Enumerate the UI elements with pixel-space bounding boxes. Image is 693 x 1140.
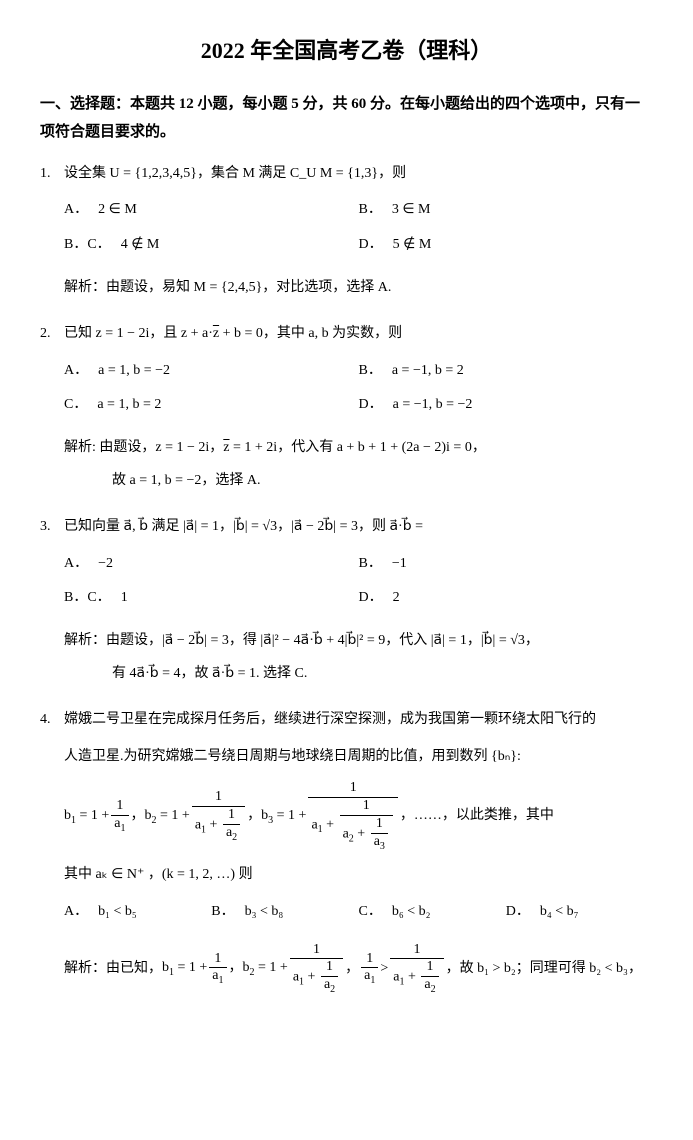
q1-option-d: D．5 ∉ M	[359, 232, 654, 259]
question-4: 4. 嫦娥二号卫星在完成探月任务后，继续进行深空探测，成为我国第一颗环绕太阳飞行…	[40, 707, 653, 996]
q1-option-c: B．C．4 ∉ M	[64, 232, 359, 259]
q2-options: A．a = 1, b = −2 B．a = −1, b = 2 C．a = 1,…	[64, 358, 653, 427]
q2-option-a: A．a = 1, b = −2	[64, 358, 359, 385]
q2-option-c: C．a = 1, b = 2	[64, 392, 359, 419]
q4-option-b: B．b₃ < b₈	[211, 899, 358, 926]
q3-options: A．−2 B．−1 B．C．1 D．2	[64, 551, 653, 620]
q4-options: A．b₁ < b₅ B．b₃ < b₈ C．b₆ < b₂ D．b₄ < b₇	[64, 899, 653, 934]
q1-option-b: B．3 ∈ M	[359, 197, 654, 224]
q3-stem: 已知向量 a⃗, b⃗ 满足 |a⃗| = 1，|b⃗| = √3，|a⃗ − …	[64, 514, 653, 541]
q1-stem: 设全集 U = {1,2,3,4,5}，集合 M 满足 C_U M = {1,3…	[64, 161, 653, 188]
q2-option-d: D．a = −1, b = −2	[359, 392, 654, 419]
q4-condition: 其中 aₖ ∈ N⁺ ，(k = 1, 2, …) 则	[64, 862, 653, 889]
q4-stem-line1: 嫦娥二号卫星在完成探月任务后，继续进行深空探测，成为我国第一颗环绕太阳飞行的	[64, 707, 653, 734]
q1-number: 1.	[40, 161, 64, 188]
q3-option-b: B．−1	[359, 551, 654, 578]
q3-option-c: B．C．1	[64, 585, 359, 612]
q3-solution-line2: 有 4a⃗·b⃗ = 4，故 a⃗·b⃗ = 1. 选择 C.	[64, 661, 653, 688]
q1-option-a: A．2 ∈ M	[64, 197, 359, 224]
q2-stem: 已知 z = 1 − 2i，且 z + a·z + b = 0，其中 a, b …	[64, 321, 653, 348]
question-1: 1. 设全集 U = {1,2,3,4,5}，集合 M 满足 C_U M = {…	[40, 161, 653, 301]
q4-stem-line2: 人造卫星.为研究嫦娥二号绕日周期与地球绕日周期的比值，用到数列 {bₙ}:	[64, 744, 653, 771]
q1-options: A．2 ∈ M B．3 ∈ M B．C．4 ∉ M D．5 ∉ M	[64, 197, 653, 266]
q4-option-c: C．b₆ < b₂	[359, 899, 506, 926]
q3-solution: 解析：由题设，|a⃗ − 2b⃗| = 3，得 |a⃗|² − 4a⃗·b⃗ +…	[64, 628, 653, 655]
q2-number: 2.	[40, 321, 64, 348]
question-2: 2. 已知 z = 1 − 2i，且 z + a·z + b = 0，其中 a,…	[40, 321, 653, 494]
q3-option-d: D．2	[359, 585, 654, 612]
q2-solution: 解析: 由题设，z = 1 − 2i，z = 1 + 2i，代入有 a + b …	[64, 435, 653, 462]
question-3: 3. 已知向量 a⃗, b⃗ 满足 |a⃗| = 1，|b⃗| = √3，|a⃗…	[40, 514, 653, 687]
q3-option-a: A．−2	[64, 551, 359, 578]
q1-solution: 解析：由题设，易知 M = {2,4,5}，对比选项，选择 A.	[64, 275, 653, 302]
q4-formula-row: b1 = 1 + 1a1 ，b2 = 1 + 1 a1 + 1a2 ，b3 = …	[64, 780, 653, 852]
q4-option-d: D．b₄ < b₇	[506, 899, 653, 926]
section-header: 一、选择题：本题共 12 小题，每小题 5 分，共 60 分。在每小题给出的四个…	[40, 90, 653, 147]
q4-solution: 解析：由已知， b1 = 1 + 1a1 ，b2 = 1 + 1 a1 + 1a…	[64, 942, 653, 996]
q3-number: 3.	[40, 514, 64, 541]
q2-solution-line2: 故 a = 1, b = −2，选择 A.	[64, 468, 653, 495]
q2-option-b: B．a = −1, b = 2	[359, 358, 654, 385]
q4-number: 4.	[40, 707, 64, 734]
q4-option-a: A．b₁ < b₅	[64, 899, 211, 926]
page-title: 2022 年全国高考乙卷（理科）	[40, 30, 653, 72]
